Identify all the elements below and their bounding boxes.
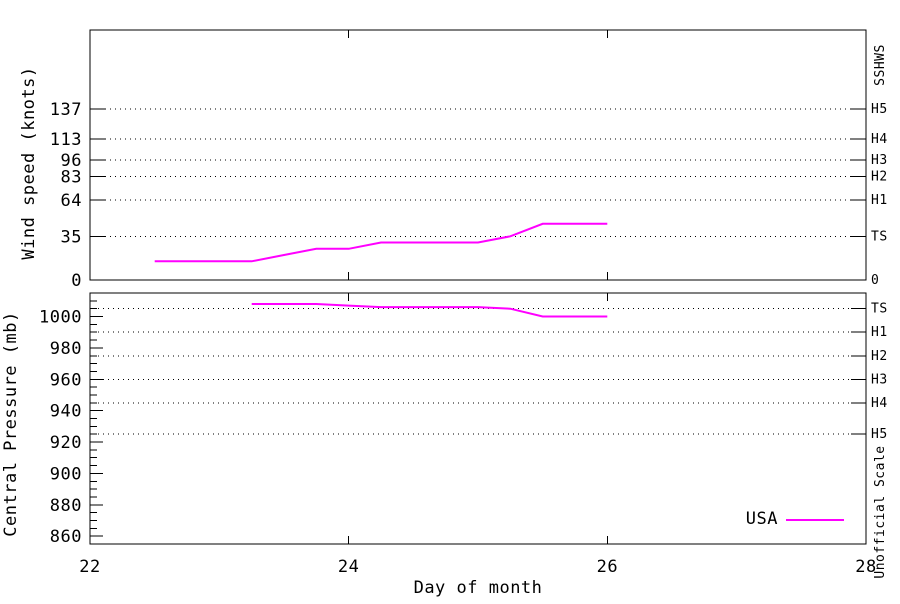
right-scale-label: H5 bbox=[871, 427, 888, 442]
legend-label: USA bbox=[746, 509, 778, 529]
right-scale-label: H5 bbox=[871, 102, 888, 117]
y-tick-label: 880 bbox=[50, 496, 82, 516]
y-tick-label: 83 bbox=[61, 167, 82, 187]
x-axis-title: Day of month bbox=[414, 578, 543, 598]
usa-pressure-line bbox=[251, 303, 608, 318]
sshws-axis-title: SSHWS bbox=[873, 44, 888, 86]
right-scale-label: H2 bbox=[871, 349, 888, 364]
unofficial-scale-axis-title: Unofficial Scale bbox=[873, 445, 888, 578]
y-tick-label: 64 bbox=[61, 191, 82, 211]
y-tick-label: 0 bbox=[71, 271, 82, 291]
y-tick-label: 1000 bbox=[39, 308, 82, 328]
y-tick-label: 113 bbox=[50, 130, 82, 150]
y-tick-label: 960 bbox=[50, 370, 82, 390]
y-tick-label: 980 bbox=[50, 339, 82, 359]
y-tick-label: 940 bbox=[50, 402, 82, 422]
wind-panel-border bbox=[89, 29, 867, 281]
right-scale-label: H3 bbox=[871, 372, 888, 387]
wind-axis-title: Wind speed (knots) bbox=[19, 66, 39, 259]
x-tick-label: 26 bbox=[597, 557, 618, 577]
y-tick-label: 96 bbox=[61, 151, 82, 171]
y-tick-label: 920 bbox=[50, 433, 82, 453]
usa-wind-line bbox=[154, 222, 608, 263]
x-tick-label: 22 bbox=[79, 557, 100, 577]
right-scale-label: H4 bbox=[871, 132, 888, 147]
y-tick-label: 860 bbox=[50, 527, 82, 547]
x-tick-label: 28 bbox=[855, 557, 876, 577]
pressure-panel-border bbox=[89, 292, 867, 545]
right-scale-label: H2 bbox=[871, 169, 888, 184]
pressure-axis-title: Central Pressure (mb) bbox=[1, 311, 21, 536]
chart-generated-content: 0 0 35 TS 64 H1 83 H2 96 H3 113 H4 137 H5 860 880 900 920… bbox=[39, 29, 888, 577]
y-tick-label: 137 bbox=[50, 100, 82, 120]
right-scale-label: H1 bbox=[871, 193, 888, 208]
right-scale-label: TS bbox=[871, 229, 888, 244]
y-tick-label: 35 bbox=[61, 227, 82, 247]
right-scale-label: H1 bbox=[871, 325, 888, 340]
right-scale-label: 0 bbox=[871, 273, 879, 288]
x-tick-label: 24 bbox=[338, 557, 359, 577]
right-scale-label: H3 bbox=[871, 153, 888, 168]
y-tick-label: 900 bbox=[50, 464, 82, 484]
right-scale-label: TS bbox=[871, 302, 888, 317]
right-scale-label: H4 bbox=[871, 396, 888, 411]
